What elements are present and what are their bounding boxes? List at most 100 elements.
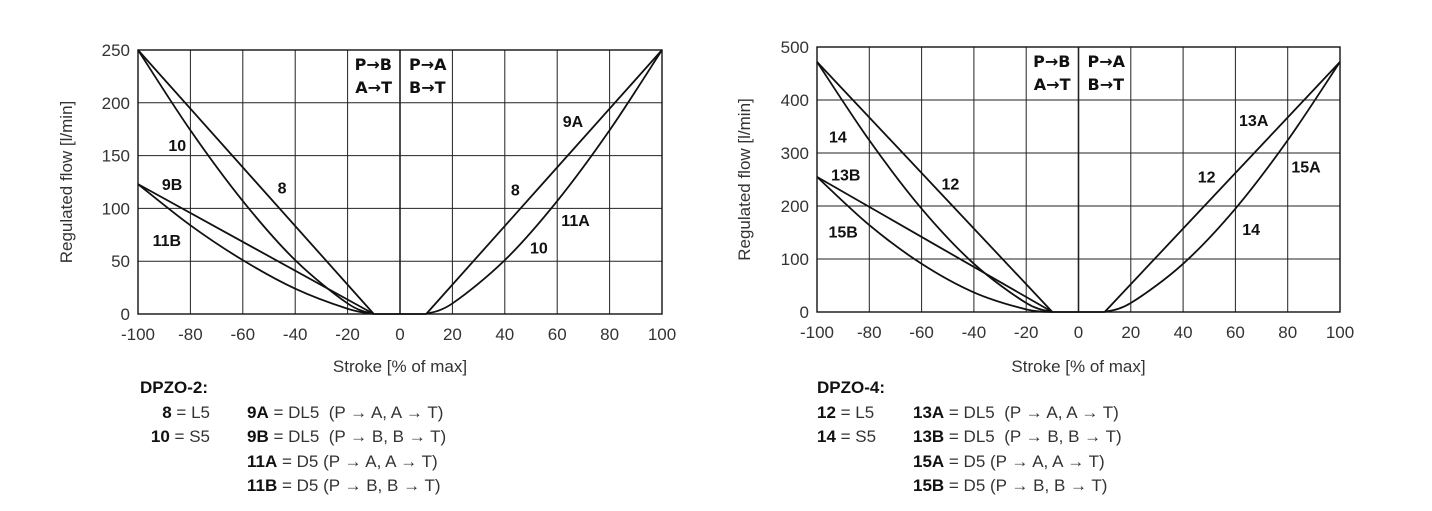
x-axis-label: Stroke [% of max] xyxy=(1011,357,1145,376)
y-tick-label: 400 xyxy=(781,91,809,110)
x-tick-label: 40 xyxy=(495,325,514,344)
curve-12-13A-right xyxy=(1103,61,1341,313)
curve-label: 15B xyxy=(828,224,857,241)
legend-row: 11A = D5 (P → A, A → T) xyxy=(140,450,540,475)
y-tick-label: 500 xyxy=(781,38,809,57)
curve-8-9A-right xyxy=(425,49,663,315)
curve-label: 13A xyxy=(1239,113,1269,130)
y-tick-label: 100 xyxy=(781,250,809,269)
curve-label: 8 xyxy=(511,182,520,199)
x-tick-label: 100 xyxy=(1326,323,1354,342)
legend-value: = D5 (P → B, B → T) xyxy=(277,476,441,495)
curve-label: 9A xyxy=(563,114,584,131)
flow-direction-label: A→T xyxy=(1034,75,1071,94)
curve-label: 12 xyxy=(1198,169,1216,186)
x-tick-label: 40 xyxy=(1174,323,1193,342)
flow-direction-label: A→T xyxy=(355,78,392,97)
legend-value: = S5 xyxy=(169,427,210,446)
x-tick-label: -40 xyxy=(283,325,308,344)
y-tick-label: 300 xyxy=(781,144,809,163)
legend-value: = DL5 (P → A, A → T) xyxy=(268,402,444,422)
flow-direction-label: P→A xyxy=(1088,52,1126,71)
curve-10-11A-right xyxy=(425,49,663,315)
curve-15B xyxy=(816,176,1053,313)
y-tick-label: 100 xyxy=(102,199,130,218)
curve-label: 11B xyxy=(153,233,181,250)
x-tick-label: 0 xyxy=(1074,323,1083,342)
curve-11B xyxy=(137,183,374,315)
curve-13B xyxy=(816,176,1053,313)
curve-label: 13B xyxy=(831,168,860,185)
legend-value: = D5 (P → A, A → T) xyxy=(277,451,438,471)
legend-row: 11B = D5 (P → B, B → T) xyxy=(140,474,540,499)
chart-2: -100 -80 -60 -40 -20 0 20 40 60 80 100 0 100 200 300 40… xyxy=(735,38,1354,376)
legend-value: = DL5 (P → B, B → T) xyxy=(268,427,447,446)
x-axis-label: Stroke [% of max] xyxy=(333,357,467,376)
flow-direction-label: P→B xyxy=(1033,52,1070,71)
curve-9B xyxy=(137,183,375,315)
x-tick-label: -20 xyxy=(335,325,360,344)
x-tick-label: -100 xyxy=(800,323,834,342)
x-tick-label: -100 xyxy=(121,325,155,344)
chart-1: -100 -80 -60 -40 -20 0 20 40 60 80 100 0 50 100 150 200… xyxy=(57,41,676,376)
x-tick-label: 0 xyxy=(395,325,404,344)
curve-12-left xyxy=(816,61,1054,313)
y-tick-label: 50 xyxy=(111,252,130,271)
legend-title: DPZO-2: xyxy=(140,378,208,397)
curve-label: 12 xyxy=(941,177,959,194)
flow-direction-label: P→A xyxy=(409,55,447,74)
curve-14-15A-right xyxy=(1104,61,1341,313)
x-tick-label: 60 xyxy=(548,325,567,344)
x-tick-label: -20 xyxy=(1014,323,1039,342)
curve-label: 15A xyxy=(1291,159,1321,176)
x-tick-label: -80 xyxy=(857,323,882,342)
x-tick-label: -60 xyxy=(909,323,934,342)
flow-direction-label: P→B xyxy=(355,55,392,74)
y-axis-label: Regulated flow [l/min] xyxy=(735,98,754,261)
legend-row: 15A = D5 (P → A, A → T) xyxy=(817,450,1217,475)
legend-row: 15B = D5 (P → B, B → T) xyxy=(817,474,1217,499)
y-tick-label: 0 xyxy=(800,303,809,322)
x-tick-label: 20 xyxy=(1121,323,1140,342)
curve-label: 10 xyxy=(530,240,548,257)
legend-key: 9B xyxy=(247,427,269,446)
legend-row: 14 = S5 13B = DL5 (P → B, B → T) xyxy=(817,425,1217,450)
legend-row: 8 = L5 9A = DL5 (P → A, A → T) xyxy=(140,401,540,426)
legend-value: = S5 xyxy=(835,427,877,446)
y-tick-label: 250 xyxy=(102,41,130,60)
legend-title: DPZO-4: xyxy=(817,378,885,397)
y-tick-label: 200 xyxy=(781,197,809,216)
x-tick-label: 20 xyxy=(443,325,462,344)
x-tick-label: -40 xyxy=(962,323,987,342)
legend-value: = D5 (P → B, B → T) xyxy=(944,476,1108,495)
curve-14-left xyxy=(816,61,1053,313)
legend-key: 14 xyxy=(817,427,836,446)
legend-key: 15A xyxy=(913,451,945,471)
flow-direction-label: B→T xyxy=(409,78,446,97)
legend-key: 13A xyxy=(913,402,945,422)
x-tick-label: 80 xyxy=(1278,323,1297,342)
legend-value: = L5 xyxy=(171,402,210,422)
curve-label: 14 xyxy=(829,130,847,147)
y-tick-label: 0 xyxy=(121,305,130,324)
x-tick-label: 60 xyxy=(1226,323,1245,342)
curve-label: 9B xyxy=(162,177,182,194)
legend-value: = L5 xyxy=(835,402,875,422)
curve-10-left xyxy=(137,49,375,315)
legend-key: 8 xyxy=(162,402,172,422)
legend-key: 11B xyxy=(247,476,278,495)
curve-label: 10 xyxy=(168,138,186,155)
y-tick-label: 150 xyxy=(102,147,130,166)
legend-dpzo-2: DPZO-2: 8 = L5 9A = DL5 (P → A, A → T) 1… xyxy=(140,376,540,499)
legend-key: 9A xyxy=(247,402,269,422)
flow-direction-label: B→T xyxy=(1088,75,1125,94)
curve-label: 11A xyxy=(561,213,590,230)
curve-8-left xyxy=(137,49,375,315)
x-tick-label: 80 xyxy=(600,325,619,344)
legend-dpzo-4: DPZO-4: 12 = L5 13A = DL5 (P → A, A → T)… xyxy=(817,376,1217,499)
legend-key: 13B xyxy=(913,427,945,446)
legend-value: = DL5 (P → A, A → T) xyxy=(944,402,1119,422)
legend-key: 10 xyxy=(150,427,170,446)
legend-value: = DL5 (P → B, B → T) xyxy=(944,427,1122,446)
